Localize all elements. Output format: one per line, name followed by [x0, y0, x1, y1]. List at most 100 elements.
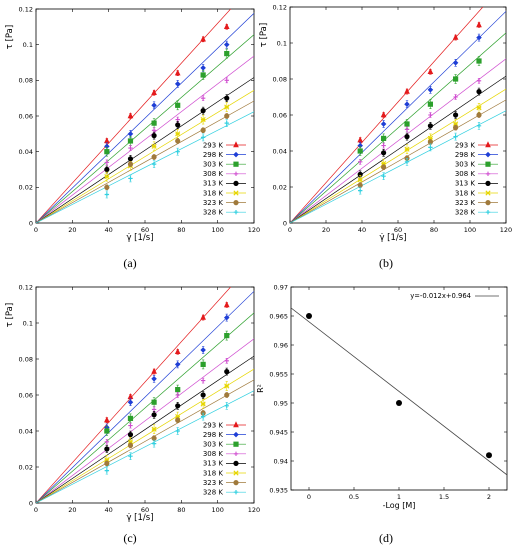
legend-label: 318 K — [455, 189, 476, 197]
data-point — [151, 120, 157, 126]
data-point — [174, 69, 181, 76]
x-tick-label: 120 — [248, 226, 260, 234]
y-tick-label: 0.02 — [19, 184, 33, 192]
data-point — [380, 164, 387, 170]
series-303k — [104, 48, 230, 157]
legend-label: 298 K — [203, 151, 224, 159]
panel-label-c: (c) — [123, 531, 137, 545]
legend-label: 328 K — [203, 489, 224, 497]
data-point — [224, 120, 229, 126]
legend-marker — [485, 210, 491, 215]
data-point — [452, 33, 459, 40]
y-tick-label: 0.965 — [269, 312, 288, 320]
series-308k — [104, 357, 229, 445]
data-point — [175, 403, 181, 409]
fit-line-298k — [36, 291, 254, 503]
series-293k — [357, 21, 482, 143]
data-point — [175, 392, 180, 398]
legend-marker — [233, 441, 239, 447]
data-point — [476, 58, 482, 64]
fit-line-303k — [36, 34, 254, 223]
y-tick-label: 0 — [283, 219, 287, 227]
data-point — [175, 122, 181, 128]
fit-line-318k — [36, 90, 254, 223]
y-tick-label: 0.96 — [274, 341, 288, 349]
data-point — [200, 108, 206, 114]
x-tick-label: 0 — [34, 506, 38, 514]
legend-marker — [485, 171, 491, 176]
data-point — [104, 460, 110, 466]
series-318k — [104, 381, 230, 465]
data-point — [175, 417, 181, 423]
data-point — [127, 393, 134, 400]
data-point — [404, 134, 410, 140]
y-tick-label: 0.12 — [273, 3, 287, 11]
legend-label: 328 K — [203, 209, 224, 217]
fit-line-313k — [290, 75, 506, 223]
data-point — [224, 104, 230, 110]
legend-marker — [233, 141, 239, 148]
legend-label: 323 K — [203, 479, 224, 487]
fit-line-308k — [36, 338, 254, 503]
data-point — [223, 314, 230, 321]
data-point — [224, 392, 230, 398]
y-tick-label: 0.97 — [274, 283, 288, 291]
data-point — [127, 156, 134, 162]
y-tick-label: 0.12 — [19, 283, 33, 291]
data-point — [452, 112, 459, 118]
data-point — [200, 392, 206, 398]
data-point — [404, 101, 410, 107]
data-point — [151, 154, 157, 160]
y-tick-label: 0.1 — [23, 41, 33, 49]
x-tick-label: 20 — [68, 506, 76, 514]
fit-line-293k — [290, 7, 484, 223]
data-point — [200, 401, 206, 407]
series-328k — [358, 122, 482, 195]
series-293k — [104, 23, 230, 144]
fit-line-318k — [290, 88, 506, 223]
data-point — [175, 102, 181, 108]
data-point — [404, 87, 410, 94]
data-point — [151, 441, 157, 446]
data-point — [200, 95, 206, 101]
legend-marker — [233, 151, 239, 158]
data-point — [127, 399, 134, 405]
legend-marker — [233, 421, 239, 428]
x-tick-label: 20 — [322, 226, 330, 234]
series-313k — [104, 94, 230, 174]
x-tick-label: 0 — [34, 226, 38, 234]
fit-line-313k — [36, 355, 254, 503]
x-tick-label: 0.5 — [349, 493, 359, 501]
data-point — [104, 174, 110, 180]
y-tick-label: 0.06 — [273, 111, 287, 119]
data-point — [224, 358, 229, 363]
legend-label: 323 K — [203, 199, 224, 207]
chart-panel-b: 0 20 40 60 80 100 120 0 0.02 0.04 0.06 0.08 0.1 0.12 γ… — [259, 3, 512, 243]
data-point — [381, 143, 386, 148]
legend-label: y=-0.012x+0.964 — [410, 292, 471, 300]
data-point — [428, 145, 433, 150]
x-tick-label: 80 — [430, 226, 438, 234]
data-point — [151, 133, 157, 139]
x-tick-label: 60 — [141, 226, 149, 234]
data-point — [453, 94, 458, 100]
data-point — [128, 454, 133, 459]
data-point — [128, 176, 133, 181]
legend-label: 293 K — [203, 421, 224, 429]
series-323k — [104, 113, 230, 191]
x-tick-label: 80 — [177, 226, 185, 234]
data-point — [380, 150, 387, 156]
data-point — [175, 386, 181, 393]
fit-line-323k — [36, 379, 254, 503]
data-point — [427, 123, 433, 129]
data-point — [224, 78, 229, 83]
legend-label: 308 K — [203, 450, 224, 458]
series-313k — [357, 87, 482, 179]
data-point — [127, 415, 134, 422]
legend-marker — [233, 479, 239, 486]
data-point — [224, 95, 230, 101]
fit-lines — [290, 7, 506, 223]
data-point — [104, 439, 110, 444]
